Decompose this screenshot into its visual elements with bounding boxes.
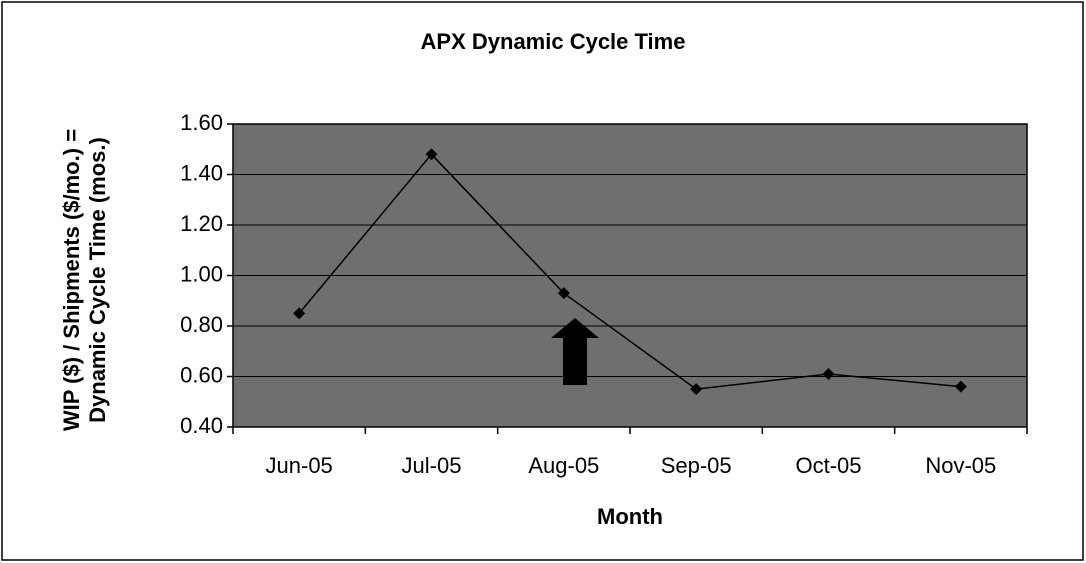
x-tick-label: Oct-05 xyxy=(795,453,861,478)
y-tick-label: 1.40 xyxy=(180,160,223,185)
x-tick-label: Jul-05 xyxy=(402,453,462,478)
x-axis-label: Month xyxy=(597,504,663,529)
y-tick-label: 0.40 xyxy=(180,413,223,438)
marker xyxy=(293,307,306,320)
y-tick-label: 0.80 xyxy=(180,312,223,337)
chart-title: APX Dynamic Cycle Time xyxy=(421,29,686,54)
marker xyxy=(822,367,835,380)
line xyxy=(298,153,961,390)
y-tick-label: 1.00 xyxy=(180,261,223,286)
y-axis-label: WIP ($) / Shipments ($/mo.) = Dynamic Cy… xyxy=(59,128,110,432)
y-tick-label: 1.20 xyxy=(180,211,223,236)
marker xyxy=(425,148,438,161)
x-tick-label: Aug-05 xyxy=(528,453,599,478)
marker xyxy=(954,380,967,393)
x-tick-label: Sep-05 xyxy=(661,453,732,478)
x-tick-label: Nov-05 xyxy=(925,453,996,478)
y-tick-label: 1.60 xyxy=(180,110,223,135)
marker xyxy=(690,383,703,396)
y-tick-label: 0.60 xyxy=(180,362,223,387)
marker xyxy=(557,287,570,300)
arrow xyxy=(551,318,599,385)
x-tick-label: Jun-05 xyxy=(266,453,333,478)
